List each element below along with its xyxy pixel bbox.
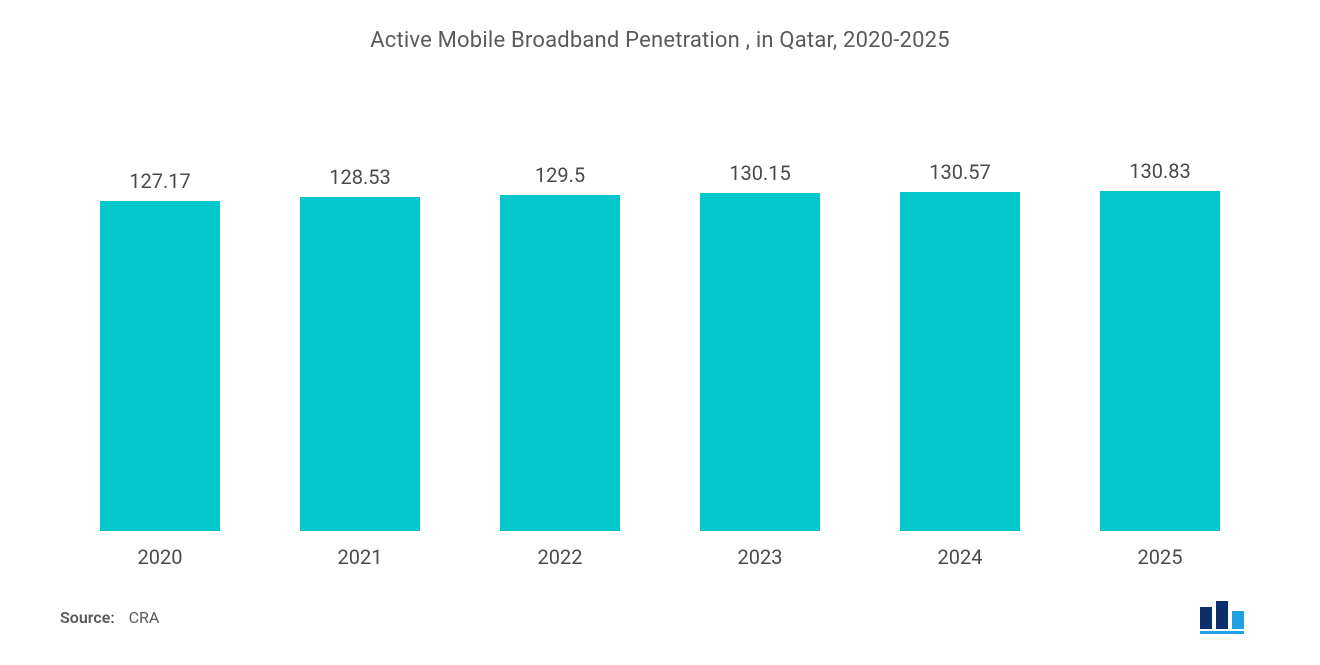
- bar-value-label: 130.15: [729, 161, 790, 185]
- bar: [300, 197, 420, 531]
- bar-category-label: 2024: [938, 545, 983, 569]
- bar-value-label: 129.5: [535, 163, 585, 187]
- bar-group: 127.17 2020: [80, 169, 240, 569]
- bar-category-label: 2022: [538, 545, 583, 569]
- bar: [500, 195, 620, 531]
- bar-category-label: 2025: [1138, 545, 1183, 569]
- source-value: CRA: [129, 608, 160, 627]
- bar: [1100, 191, 1220, 531]
- footer-row: Source: CRA: [60, 579, 1260, 635]
- bar-value-label: 130.83: [1129, 159, 1190, 183]
- chart-container: Active Mobile Broadband Penetration , in…: [0, 0, 1320, 665]
- bar-value-label: 127.17: [129, 169, 190, 193]
- chart-title: Active Mobile Broadband Penetration , in…: [60, 28, 1260, 53]
- bar-group: 130.15 2023: [680, 161, 840, 569]
- bar-group: 129.5 2022: [480, 163, 640, 569]
- bar-group: 130.57 2024: [880, 160, 1040, 569]
- bar-category-label: 2021: [338, 545, 383, 569]
- bar-value-label: 128.53: [329, 165, 390, 189]
- logo-bar-2: [1216, 601, 1228, 629]
- logo-bar-1: [1200, 607, 1212, 629]
- bar-group: 130.83 2025: [1080, 159, 1240, 569]
- source-label: Source:: [60, 608, 115, 627]
- logo-underline: [1200, 631, 1244, 634]
- plot-area: 127.172020128.532021129.52022130.1520231…: [60, 113, 1260, 569]
- bar-category-label: 2020: [138, 545, 183, 569]
- bar-group: 128.53 2021: [280, 165, 440, 569]
- bar: [700, 193, 820, 531]
- logo-bar-3: [1232, 611, 1244, 629]
- bar-category-label: 2023: [738, 545, 783, 569]
- bar-value-label: 130.57: [929, 160, 990, 184]
- bar: [100, 201, 220, 531]
- source-citation: Source: CRA: [60, 608, 159, 627]
- brand-logo-icon: [1198, 599, 1260, 635]
- bar: [900, 192, 1020, 531]
